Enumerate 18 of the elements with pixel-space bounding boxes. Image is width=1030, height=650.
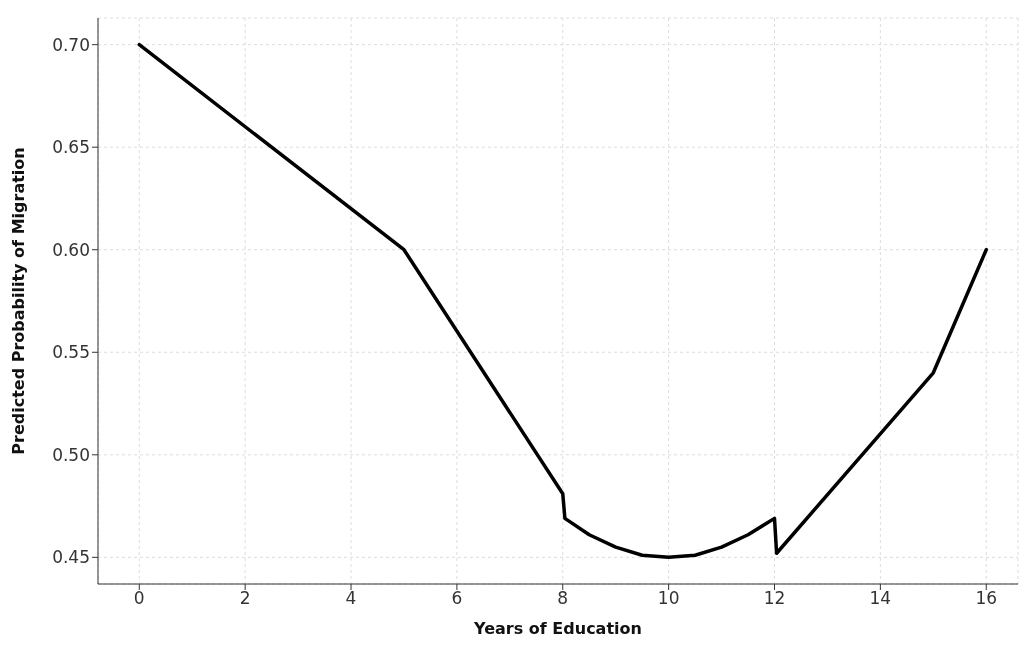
- y-tick-label: 0.50: [52, 444, 90, 465]
- x-tick-label: 10: [657, 588, 680, 609]
- x-tick-label: 12: [763, 588, 786, 609]
- y-tick-label: 0.70: [52, 34, 90, 55]
- x-tick-label: 4: [345, 588, 357, 609]
- x-tick-label: 8: [557, 588, 569, 609]
- x-tick-label: 0: [133, 588, 145, 609]
- x-tick-label: 16: [975, 588, 998, 609]
- x-axis-title: Years of Education: [473, 619, 642, 638]
- x-tick-label: 2: [239, 588, 251, 609]
- y-axis-title: Predicted Probability of Migration: [8, 147, 28, 455]
- y-tick-label: 0.60: [52, 239, 90, 260]
- y-tick-label: 0.55: [52, 342, 90, 363]
- y-tick-label: 0.65: [52, 137, 90, 158]
- line-series: [137, 42, 988, 560]
- x-tick-label: 14: [869, 588, 892, 609]
- y-tick-label: 0.45: [52, 547, 90, 568]
- x-tick-label: 6: [451, 588, 463, 609]
